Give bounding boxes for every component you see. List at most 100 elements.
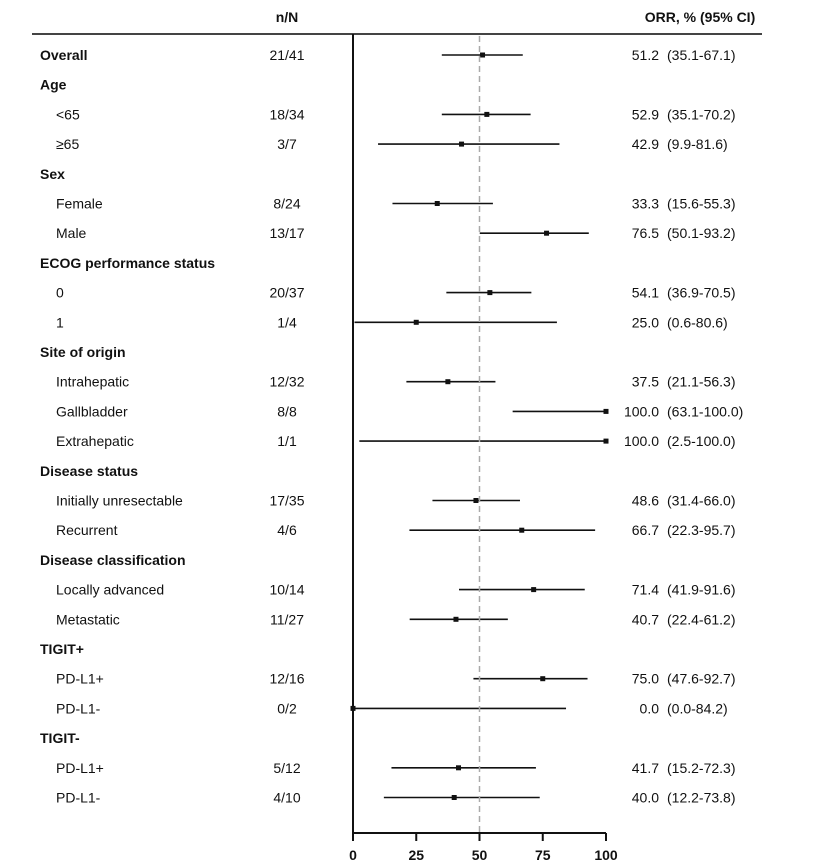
row-n: 12/16 xyxy=(269,671,304,687)
row-label: 0 xyxy=(56,285,64,301)
row-label: PD-L1+ xyxy=(56,671,104,687)
orr-value: 76.5 xyxy=(632,225,659,241)
forest-row: Male 13/17 76.5 (50.1-93.2) xyxy=(56,225,735,241)
row-n: 12/32 xyxy=(269,374,304,390)
x-tick-label: 25 xyxy=(408,847,424,863)
forest-row: Metastatic 11/27 40.7 (22.4-61.2) xyxy=(56,611,735,627)
orr-value: 48.6 xyxy=(632,493,659,509)
row-label: Male xyxy=(56,225,87,241)
row-n: 17/35 xyxy=(269,493,304,509)
row-label: Sex xyxy=(40,166,65,182)
row-label: Disease status xyxy=(40,463,138,479)
orr-value: 41.7 xyxy=(632,760,659,776)
row-label: Overall xyxy=(40,47,87,63)
row-n: 4/6 xyxy=(277,522,297,538)
row-label: 1 xyxy=(56,314,64,330)
orr-ci: (9.9-81.6) xyxy=(667,136,728,152)
point-estimate xyxy=(459,141,465,147)
orr-value: 100.0 xyxy=(624,433,659,449)
forest-row: 0 20/37 54.1 (36.9-70.5) xyxy=(56,285,735,301)
forest-row: PD-L1- 4/10 40.0 (12.2-73.8) xyxy=(56,790,735,806)
x-tick-label: 100 xyxy=(594,847,618,863)
row-n: 4/10 xyxy=(273,790,300,806)
forest-row: Intrahepatic 12/32 37.5 (21.1-56.3) xyxy=(56,374,735,390)
orr-ci: (0.6-80.6) xyxy=(667,314,728,330)
orr-value: 33.3 xyxy=(632,196,659,212)
row-label: TIGIT- xyxy=(40,730,80,746)
row-n: 3/7 xyxy=(277,136,297,152)
row-n: 10/14 xyxy=(269,582,304,598)
orr-value: 0.0 xyxy=(640,700,660,716)
orr-ci: (50.1-93.2) xyxy=(667,225,735,241)
row-n: 21/41 xyxy=(269,47,304,63)
orr-ci: (35.1-67.1) xyxy=(667,47,735,63)
row-label: Initially unresectable xyxy=(56,493,183,509)
orr-ci: (31.4-66.0) xyxy=(667,493,735,509)
point-estimate xyxy=(453,616,459,622)
row-n: 1/1 xyxy=(277,433,297,449)
point-estimate xyxy=(487,290,493,296)
orr-ci: (0.0-84.2) xyxy=(667,700,728,716)
point-estimate xyxy=(473,498,479,503)
row-n: 11/27 xyxy=(270,611,304,627)
point-estimate xyxy=(456,765,462,771)
point-estimate xyxy=(480,52,486,58)
point-estimate xyxy=(451,795,457,800)
row-n: 5/12 xyxy=(273,760,300,776)
orr-value: 71.4 xyxy=(632,582,659,598)
orr-ci: (12.2-73.8) xyxy=(667,790,735,806)
row-n: 1/4 xyxy=(277,314,297,330)
orr-value: 54.1 xyxy=(632,285,659,301)
forest-row: PD-L1- 0/2 0.0 (0.0-84.2) xyxy=(56,700,728,716)
forest-row: Locally advanced 10/14 71.4 (41.9-91.6) xyxy=(56,582,735,598)
x-tick-label: 0 xyxy=(349,847,357,863)
forest-row: PD-L1+ 5/12 41.7 (15.2-72.3) xyxy=(56,760,735,776)
row-label: Site of origin xyxy=(40,344,126,360)
orr-column-header: ORR, % (95% CI) xyxy=(645,9,755,25)
row-label: Extrahepatic xyxy=(56,433,134,449)
row-label: TIGIT+ xyxy=(40,641,84,657)
orr-value: 25.0 xyxy=(632,314,659,330)
forest-row: Extrahepatic 1/1 100.0 (2.5-100.0) xyxy=(56,433,735,449)
row-n: 20/37 xyxy=(269,285,304,301)
orr-value: 40.0 xyxy=(632,790,659,806)
orr-ci: (22.3-95.7) xyxy=(667,522,735,538)
row-label: PD-L1+ xyxy=(56,760,104,776)
orr-value: 66.7 xyxy=(632,522,659,538)
row-n: 18/34 xyxy=(269,106,304,122)
orr-ci: (2.5-100.0) xyxy=(667,433,735,449)
row-n: 8/8 xyxy=(277,403,297,419)
forest-row: Overall 21/41 51.2 (35.1-67.1) xyxy=(40,47,735,63)
point-estimate xyxy=(445,379,451,385)
row-label: Female xyxy=(56,196,103,212)
subgroup-header: Disease status xyxy=(40,463,138,479)
orr-ci: (41.9-91.6) xyxy=(667,582,735,598)
point-estimate xyxy=(531,587,537,593)
orr-value: 37.5 xyxy=(632,374,659,390)
orr-ci: (35.1-70.2) xyxy=(667,106,735,122)
row-label: Locally advanced xyxy=(56,582,164,598)
orr-ci: (63.1-100.0) xyxy=(667,403,743,419)
subgroup-header: TIGIT+ xyxy=(40,641,84,657)
point-estimate xyxy=(603,438,609,444)
forest-row: Recurrent 4/6 66.7 (22.3-95.7) xyxy=(56,522,735,538)
forest-row: <65 18/34 52.9 (35.1-70.2) xyxy=(56,106,735,122)
row-label: Recurrent xyxy=(56,522,118,538)
row-label: PD-L1- xyxy=(56,700,101,716)
forest-row: PD-L1+ 12/16 75.0 (47.6-92.7) xyxy=(56,671,735,687)
point-estimate xyxy=(434,201,440,206)
subgroup-header: Age xyxy=(40,77,67,93)
row-n: 13/17 xyxy=(269,225,304,241)
subgroup-header: TIGIT- xyxy=(40,730,80,746)
row-label: ≥65 xyxy=(56,136,79,152)
row-label: Age xyxy=(40,77,67,93)
point-estimate xyxy=(484,111,490,117)
row-n: 0/2 xyxy=(277,700,297,716)
orr-value: 100.0 xyxy=(624,403,659,419)
row-label: ECOG performance status xyxy=(40,255,215,271)
orr-value: 75.0 xyxy=(632,671,659,687)
orr-ci: (21.1-56.3) xyxy=(667,374,735,390)
forest-row: 1 1/4 25.0 (0.6-80.6) xyxy=(56,314,728,330)
forest-row: ≥65 3/7 42.9 (9.9-81.6) xyxy=(56,136,728,152)
